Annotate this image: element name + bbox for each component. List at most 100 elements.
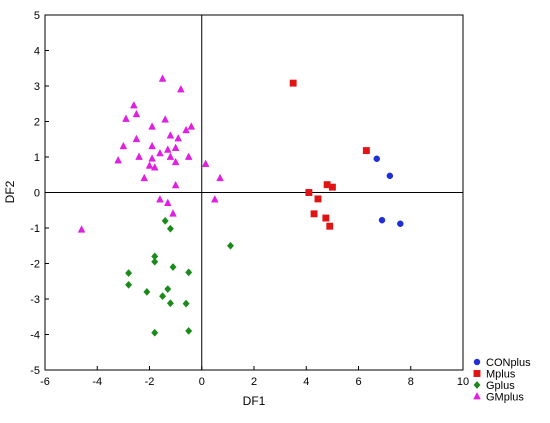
data-point-gmplus: [184, 152, 193, 160]
series-mplus: [289, 79, 370, 230]
data-point-gmplus: [166, 131, 175, 139]
data-point-gplus: [185, 326, 193, 335]
y-tick-label: 2: [34, 117, 40, 129]
x-tick-label: 10: [457, 376, 469, 388]
x-axis: -6 -4 -2 0 2 4 6 8 10: [40, 366, 469, 388]
data-point-gmplus: [163, 198, 172, 206]
data-point-gmplus: [216, 173, 224, 182]
y-tick-label: 3: [34, 81, 40, 93]
data-point-gmplus: [130, 100, 138, 109]
x-tick-label: 6: [355, 376, 361, 388]
series-gmplus: [77, 74, 224, 233]
y-tick-label: 5: [34, 10, 40, 22]
data-point-gmplus: [77, 225, 86, 233]
data-point-conplus: [373, 155, 381, 163]
data-point-gplus: [159, 292, 167, 301]
y-tick-label: -2: [30, 259, 40, 271]
data-point-gmplus: [145, 161, 154, 169]
data-point-gplus: [151, 328, 159, 337]
y-tick-label: -5: [30, 365, 40, 377]
data-point-conplus: [397, 220, 404, 227]
data-point-gmplus: [119, 141, 128, 150]
y-tick-label: -3: [30, 294, 40, 306]
data-point-gmplus: [132, 109, 141, 118]
legend-label-gmplus: GMplus: [486, 392, 524, 404]
y-tick-label: 4: [34, 46, 40, 58]
data-points: [77, 74, 404, 337]
data-point-gplus: [185, 268, 193, 277]
data-point-gmplus: [156, 195, 164, 203]
data-point-gmplus: [174, 133, 183, 142]
x-tick-label: -6: [40, 376, 50, 388]
data-point-gplus: [164, 285, 172, 294]
data-point-mplus: [326, 222, 334, 230]
data-point-gmplus: [201, 159, 210, 167]
y-tick-label: -1: [30, 223, 40, 235]
data-point-gmplus: [166, 152, 175, 160]
y-tick-label: 0: [34, 188, 40, 200]
data-point-mplus: [289, 79, 297, 87]
x-tick-label: 4: [303, 376, 309, 388]
data-point-gplus: [169, 263, 177, 272]
data-point-gmplus: [171, 180, 180, 189]
data-point-mplus: [310, 210, 318, 218]
data-point-conplus: [378, 216, 386, 224]
legend-marker-gmplus: [473, 391, 481, 400]
data-point-mplus: [305, 189, 313, 196]
series-conplus: [373, 155, 404, 227]
data-point-gmplus: [211, 195, 219, 203]
x-tick-label: 8: [408, 376, 414, 388]
data-point-gmplus: [171, 143, 180, 151]
data-point-gmplus: [169, 209, 177, 217]
y-tick-label: -4: [30, 330, 40, 342]
data-point-gmplus: [187, 122, 196, 130]
data-point-conplus: [386, 172, 394, 180]
x-tick-label: -4: [92, 376, 102, 388]
data-point-gplus: [226, 241, 235, 250]
zero-lines: [45, 15, 463, 370]
data-point-gmplus: [122, 114, 130, 122]
data-point-gplus: [182, 299, 190, 308]
data-point-gplus: [143, 287, 151, 296]
legend-marker-mplus: [473, 370, 481, 377]
y-tick-label: 1: [34, 152, 40, 164]
data-point-gmplus: [171, 157, 180, 166]
data-point-mplus: [314, 195, 322, 203]
data-point-gmplus: [135, 152, 143, 160]
data-point-gmplus: [132, 134, 141, 143]
data-point-gplus: [161, 216, 169, 225]
legend-label-mplus: Mplus: [486, 369, 516, 381]
y-axis-title: DF2: [3, 180, 17, 203]
data-point-gplus: [166, 299, 174, 308]
data-point-gplus: [125, 280, 133, 289]
x-tick-label: 2: [251, 376, 257, 388]
data-point-mplus: [328, 183, 336, 191]
data-point-mplus: [362, 147, 370, 155]
legend-label-conplus: CONplus: [486, 357, 531, 369]
data-point-gmplus: [177, 85, 185, 93]
x-tick-label: 0: [199, 376, 205, 388]
data-point-mplus: [322, 214, 330, 222]
data-point-gmplus: [161, 115, 169, 123]
data-point-gmplus: [182, 125, 190, 134]
data-point-gplus: [166, 224, 174, 233]
data-point-gmplus: [114, 156, 122, 164]
x-axis-title: DF1: [243, 394, 266, 408]
data-point-gmplus: [158, 74, 167, 82]
y-axis: -5 -4 -3 -2 -1 0 1 2 3 4 5: [30, 10, 49, 377]
data-point-gmplus: [150, 163, 159, 171]
legend-marker-gplus: [473, 381, 481, 389]
legend-label-gplus: Gplus: [486, 380, 515, 392]
legend-marker-conplus: [473, 358, 481, 366]
series-gplus: [125, 216, 235, 337]
data-point-gmplus: [163, 145, 172, 153]
data-point-gmplus: [156, 148, 164, 157]
data-point-gmplus: [140, 173, 149, 182]
data-point-gplus: [151, 257, 159, 266]
data-point-gplus: [125, 269, 133, 278]
x-tick-label: -2: [145, 376, 155, 388]
data-point-gmplus: [148, 141, 156, 150]
